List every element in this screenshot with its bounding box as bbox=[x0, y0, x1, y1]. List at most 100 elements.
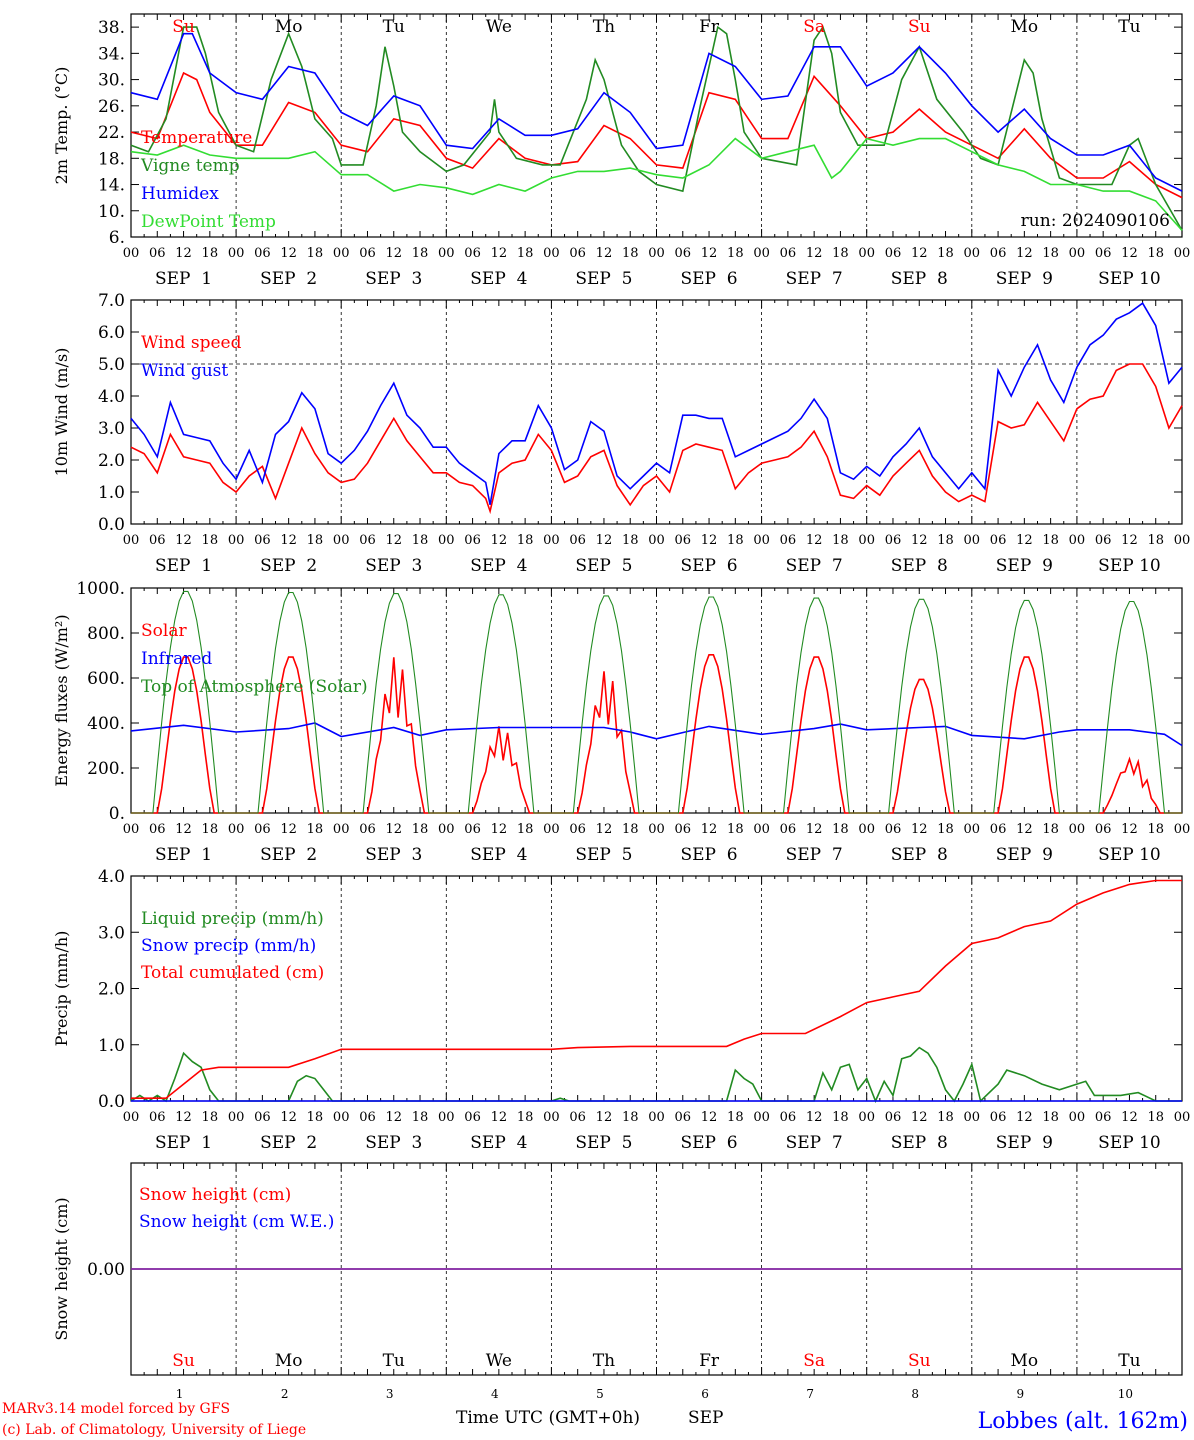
hour-tick-label: 18 bbox=[412, 1110, 429, 1125]
hour-tick-label: 00 bbox=[228, 246, 245, 261]
hour-tick-label: 00 bbox=[333, 1110, 350, 1125]
date-label: SEP 4 bbox=[470, 269, 527, 289]
hour-tick-label: 12 bbox=[385, 533, 402, 548]
day-number: 3 bbox=[386, 1387, 394, 1401]
hour-tick-label: 06 bbox=[780, 1110, 797, 1125]
hour-tick-label: 00 bbox=[543, 533, 560, 548]
series-line-2 bbox=[130, 722, 1183, 747]
y-tick-label: 3.0 bbox=[98, 419, 125, 439]
weekday-label: Mo bbox=[275, 1351, 303, 1371]
hour-tick-label: 06 bbox=[990, 533, 1007, 548]
weekday-label: We bbox=[486, 17, 512, 37]
hour-tick-label: 00 bbox=[543, 822, 560, 837]
y-axis-label: Precip (mm/h) bbox=[52, 931, 71, 1047]
hour-tick-label: 18 bbox=[517, 822, 534, 837]
hour-tick-label: 00 bbox=[543, 246, 560, 261]
day-number: 4 bbox=[491, 1387, 499, 1401]
hour-tick-label: 18 bbox=[202, 822, 219, 837]
hour-tick-label: 12 bbox=[806, 246, 823, 261]
y-tick-label: 34. bbox=[98, 44, 125, 64]
y-tick-label: 4.0 bbox=[98, 387, 125, 407]
hour-tick-label: 18 bbox=[412, 822, 429, 837]
hour-tick-label: 12 bbox=[175, 1110, 192, 1125]
hour-tick-label: 18 bbox=[622, 246, 639, 261]
legend-entry: Wind speed bbox=[141, 333, 242, 353]
hour-tick-label: 18 bbox=[727, 533, 744, 548]
hour-tick-label: 18 bbox=[202, 246, 219, 261]
hour-tick-label: 06 bbox=[569, 533, 586, 548]
hour-tick-label: 12 bbox=[175, 533, 192, 548]
hour-tick-label: 12 bbox=[280, 1110, 297, 1125]
hour-tick-label: 12 bbox=[385, 246, 402, 261]
y-tick-label: 18. bbox=[98, 149, 125, 169]
copyright-credit: (c) Lab. of Climatology, University of L… bbox=[2, 1422, 306, 1438]
y-tick-label: 7.0 bbox=[98, 291, 125, 311]
date-label: SEP 2 bbox=[260, 1133, 317, 1153]
panel-5: 0.00 Snow height (cm) Snow height (cm) Snow… bbox=[52, 1162, 1183, 1401]
hour-tick-label: 06 bbox=[464, 533, 481, 548]
hour-tick-label: 06 bbox=[569, 1110, 586, 1125]
hour-tick-label: 00 bbox=[1069, 822, 1086, 837]
hour-tick-label: 18 bbox=[517, 1110, 534, 1125]
hour-tick-label: 00 bbox=[1174, 1110, 1191, 1125]
date-label: SEP 10 bbox=[1098, 845, 1161, 865]
plot-frame bbox=[130, 587, 1183, 814]
hour-tick-label: 18 bbox=[832, 822, 849, 837]
hour-tick-label: 18 bbox=[832, 1110, 849, 1125]
hour-tick-label: 18 bbox=[1042, 822, 1059, 837]
y-tick-label: 4.0 bbox=[98, 867, 125, 887]
legend-entry: Top of Atmosphere (Solar) bbox=[141, 677, 368, 697]
series-line-1 bbox=[130, 1046, 1182, 1104]
hour-tick-label: 18 bbox=[1042, 1110, 1059, 1125]
weekday-label: Th bbox=[593, 17, 615, 37]
hour-tick-label: 00 bbox=[858, 533, 875, 548]
hour-tick-label: 06 bbox=[464, 1110, 481, 1125]
y-tick-label: 14. bbox=[98, 176, 125, 196]
weekday-label: Mo bbox=[1011, 1351, 1039, 1371]
y-tick-label: 0.0 bbox=[98, 1092, 125, 1112]
weekday-label: Sa bbox=[803, 1351, 825, 1371]
hour-tick-label: 12 bbox=[806, 533, 823, 548]
hour-tick-label: 12 bbox=[1016, 246, 1033, 261]
hour-tick-label: 18 bbox=[832, 533, 849, 548]
hour-tick-label: 06 bbox=[675, 246, 692, 261]
hour-tick-label: 12 bbox=[280, 822, 297, 837]
hour-tick-label: 18 bbox=[727, 246, 744, 261]
day-number: 6 bbox=[701, 1387, 709, 1401]
y-tick-label: 1.0 bbox=[98, 483, 125, 503]
hour-tick-label: 06 bbox=[149, 246, 166, 261]
hour-tick-label: 00 bbox=[438, 1110, 455, 1125]
date-label: SEP 2 bbox=[260, 845, 317, 865]
hour-tick-label: 12 bbox=[596, 1110, 613, 1125]
hour-tick-label: 06 bbox=[675, 1110, 692, 1125]
hour-tick-label: 12 bbox=[596, 246, 613, 261]
hour-tick-label: 06 bbox=[359, 822, 376, 837]
weekday-label: Su bbox=[172, 17, 195, 37]
weekday-label: Tu bbox=[1118, 17, 1140, 37]
hour-tick-label: 06 bbox=[254, 246, 271, 261]
legend-entry: Infrared bbox=[141, 649, 212, 669]
hour-tick-label: 12 bbox=[491, 822, 508, 837]
day-number: 5 bbox=[596, 1387, 604, 1401]
hour-tick-label: 06 bbox=[675, 533, 692, 548]
weekday-label: Mo bbox=[1011, 17, 1039, 37]
hour-tick-label: 18 bbox=[307, 822, 324, 837]
series-line-2 bbox=[130, 302, 1183, 505]
hour-tick-label: 18 bbox=[727, 822, 744, 837]
weekday-label: Tu bbox=[1118, 1351, 1140, 1371]
hour-tick-label: 06 bbox=[254, 822, 271, 837]
hour-tick-label: 12 bbox=[701, 246, 718, 261]
hour-tick-label: 12 bbox=[1121, 246, 1138, 261]
weekday-label: Fr bbox=[699, 17, 720, 37]
hour-tick-label: 00 bbox=[228, 1110, 245, 1125]
y-tick-label: 10. bbox=[98, 202, 125, 222]
series-line-3 bbox=[131, 590, 1182, 814]
date-label: SEP 8 bbox=[891, 845, 948, 865]
hour-tick-label: 12 bbox=[701, 822, 718, 837]
hour-tick-label: 18 bbox=[937, 533, 954, 548]
date-label: SEP 2 bbox=[260, 269, 317, 289]
hour-tick-label: 18 bbox=[307, 1110, 324, 1125]
hour-tick-label: 12 bbox=[596, 822, 613, 837]
y-tick-label: 600. bbox=[87, 669, 125, 689]
plot-frame bbox=[130, 299, 1183, 525]
